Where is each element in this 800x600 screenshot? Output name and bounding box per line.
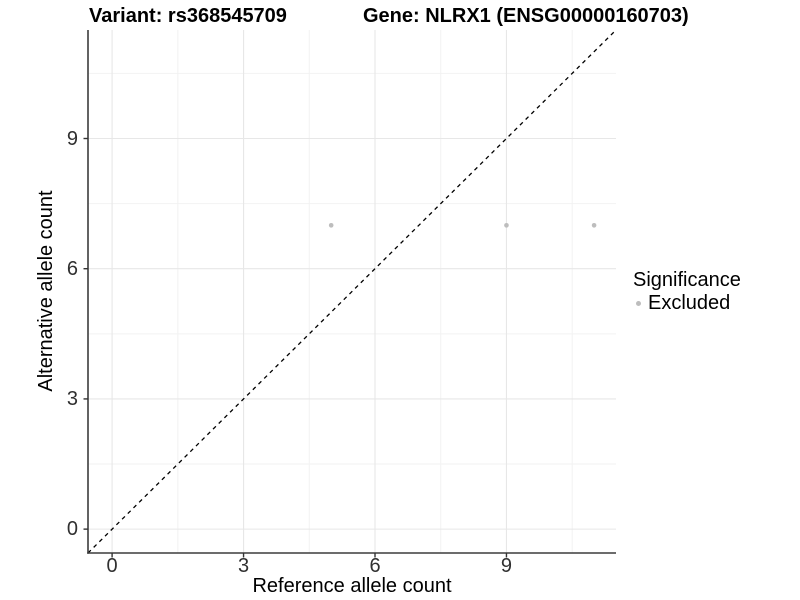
x-tick-label: 3 (237, 555, 250, 577)
x-tick-label: 0 (106, 555, 118, 577)
y-axis-title: Alternative allele count (35, 190, 57, 392)
y-tick-label: 3 (66, 387, 78, 410)
legend-entry-excluded: Excluded (633, 292, 741, 315)
plot-title-variant: Variant: rs368545709 (89, 5, 287, 27)
x-axis-title: Reference allele count (252, 575, 452, 597)
legend-title: Significance (633, 269, 741, 291)
x-tick-label: 6 (369, 555, 381, 577)
y-tick-label: 6 (66, 257, 78, 280)
data-point (591, 223, 597, 228)
data-point (504, 223, 509, 228)
legend: Significance Excluded (633, 269, 741, 315)
x-tick-label: 9 (500, 555, 513, 577)
y-tick-label: 9 (66, 127, 78, 150)
identity-dashed-line (87, 29, 617, 554)
plot-title-gene: Gene: NLRX1 (ENSG00000160703) (363, 5, 689, 27)
y-tick-label: 0 (66, 518, 78, 541)
legend-entry-label: Excluded (648, 292, 731, 314)
legend-point-icon (636, 301, 641, 306)
data-point (328, 223, 334, 228)
